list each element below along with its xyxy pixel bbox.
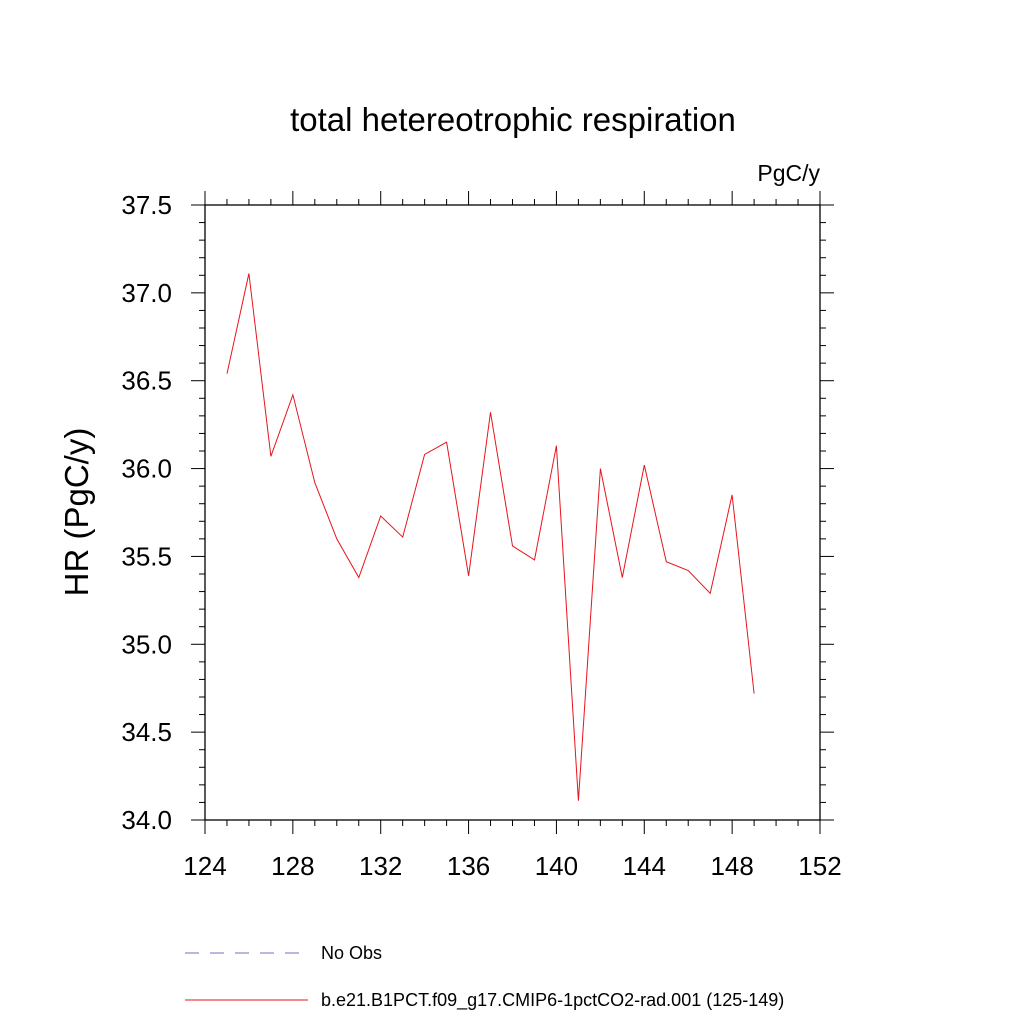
y-tick-label: 34.5 <box>121 717 172 747</box>
plot-frame <box>204 204 821 821</box>
legend: No Obs b.e21.B1PCT.f09_g17.CMIP6-1pctCO2… <box>185 943 784 1011</box>
y-tick-label: 37.0 <box>121 278 172 308</box>
x-tick-label: 144 <box>623 851 666 881</box>
x-tick-label: 140 <box>535 851 578 881</box>
chart-title: total hetereotrophic respiration <box>290 101 736 138</box>
y-tick-label: 35.0 <box>121 629 172 659</box>
series-line <box>226 273 755 801</box>
legend-label-model-run: b.e21.B1PCT.f09_g17.CMIP6-1pctCO2-rad.00… <box>321 990 784 1011</box>
units-label: PgC/y <box>757 160 820 186</box>
y-tick-label: 36.0 <box>121 454 172 484</box>
y-axis-label: HR (PgC/y) <box>58 428 95 597</box>
y-tick-label: 35.5 <box>121 541 172 571</box>
y-tick-label: 37.5 <box>121 190 172 220</box>
axis-ticks <box>191 191 834 834</box>
series-layer <box>226 273 755 801</box>
x-tick-label: 132 <box>359 851 402 881</box>
x-tick-label: 152 <box>798 851 841 881</box>
x-tick-label: 128 <box>271 851 314 881</box>
y-tick-label: 34.0 <box>121 805 172 835</box>
x-tick-label: 136 <box>447 851 490 881</box>
y-tick-label: 36.5 <box>121 366 172 396</box>
x-tick-label: 148 <box>710 851 753 881</box>
legend-label-no-obs: No Obs <box>321 943 382 963</box>
x-tick-label: 124 <box>183 851 226 881</box>
axis-tick-labels: 124 128 132 136 140 144 148 152 34.0 34.5 35.0 35.5… <box>121 190 841 881</box>
